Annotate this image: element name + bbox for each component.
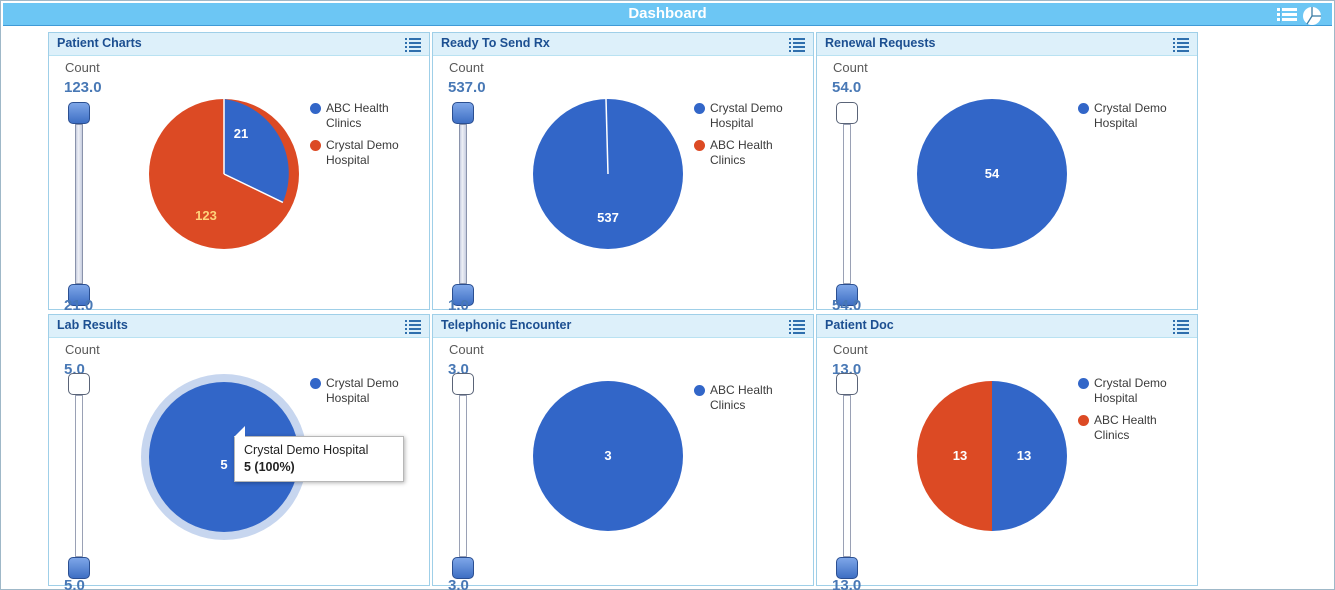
svg-text:123: 123 xyxy=(195,208,217,223)
svg-text:537: 537 xyxy=(597,210,619,225)
svg-text:54: 54 xyxy=(985,166,1000,181)
svg-text:13: 13 xyxy=(1017,448,1031,463)
svg-text:3: 3 xyxy=(604,448,611,463)
svg-text:5: 5 xyxy=(220,457,227,472)
svg-text:21: 21 xyxy=(234,126,248,141)
svg-text:13: 13 xyxy=(953,448,967,463)
